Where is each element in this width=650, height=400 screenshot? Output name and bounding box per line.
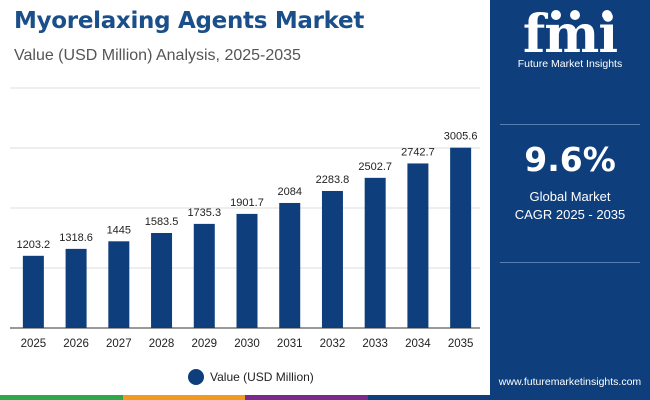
logo-dot-icon	[570, 10, 580, 20]
x-tick-label-2034: 2034	[405, 338, 431, 350]
x-tick-label-2025: 2025	[21, 338, 47, 350]
x-tick-label-2028: 2028	[149, 338, 175, 350]
cagr-value: 9.6%	[524, 140, 616, 179]
x-tick-label-2031: 2031	[277, 338, 303, 350]
legend-swatch	[188, 369, 204, 385]
data-label-2032: 2283.8	[316, 174, 350, 186]
bar-2031	[279, 202, 301, 328]
x-tick-label-2029: 2029	[191, 338, 217, 350]
bar-2025	[22, 255, 44, 328]
logo-caption: Future Market Insights	[517, 58, 623, 70]
bar-2032	[321, 190, 343, 328]
footer-color-segment	[245, 395, 368, 400]
bar-chart: 1203.2 2025 1318.6 2026 1445 2027 1583.5 2028 17…	[10, 87, 480, 350]
bar-2030	[236, 213, 258, 328]
data-label-2026: 1318.6	[59, 232, 93, 244]
data-label-2033: 2502.7	[358, 161, 392, 173]
data-label-2025: 1203.2	[17, 239, 51, 251]
data-label-2035: 3005.6	[444, 131, 478, 143]
bar-2026	[65, 248, 87, 328]
bar-2027	[108, 241, 130, 328]
x-tick-label-2026: 2026	[63, 338, 89, 350]
cagr-label-line-2: CAGR 2025 - 2035	[514, 207, 626, 222]
bar-2028	[151, 232, 173, 328]
data-label-2028: 1583.5	[145, 216, 179, 228]
footer-color-segment	[367, 395, 490, 400]
chart-subtitle: Value (USD Million) Analysis, 2025-2035	[14, 47, 301, 64]
divider	[500, 262, 640, 263]
x-tick-label-2033: 2033	[362, 338, 388, 350]
data-label-2029: 1735.3	[187, 207, 221, 219]
side-panel: fmi Future Market Insights 9.6% Global M…	[490, 0, 650, 400]
footer-color-segment	[0, 395, 123, 400]
cagr-label-line-1: Global Market	[529, 189, 611, 204]
divider	[500, 124, 640, 125]
x-tick-label-2035: 2035	[448, 338, 474, 350]
chart-title: Myorelaxing Agents Market	[14, 8, 365, 34]
x-tick-label-2032: 2032	[320, 338, 346, 350]
logo-dot-icon	[602, 10, 612, 20]
bar-2029	[193, 223, 215, 328]
x-tick-label-2030: 2030	[234, 338, 260, 350]
x-tick-label-2027: 2027	[106, 338, 132, 350]
footer-color-segment	[122, 395, 245, 400]
data-label-2030: 1901.7	[230, 197, 264, 209]
bar-2034	[407, 163, 429, 328]
fmi-logo: fmi	[523, 6, 618, 58]
website-link[interactable]: www.futuremarketinsights.com	[498, 376, 642, 388]
data-label-2031: 2084	[277, 186, 301, 198]
chart-legend: Value (USD Million)	[188, 368, 314, 386]
data-label-2034: 2742.7	[401, 146, 435, 158]
logo-dot-icon	[551, 10, 561, 20]
legend-label: Value (USD Million)	[210, 370, 314, 384]
bar-2033	[364, 177, 386, 328]
bar-2035	[450, 147, 472, 328]
data-label-2027: 1445	[107, 224, 131, 236]
footer-color-bar	[0, 395, 490, 400]
